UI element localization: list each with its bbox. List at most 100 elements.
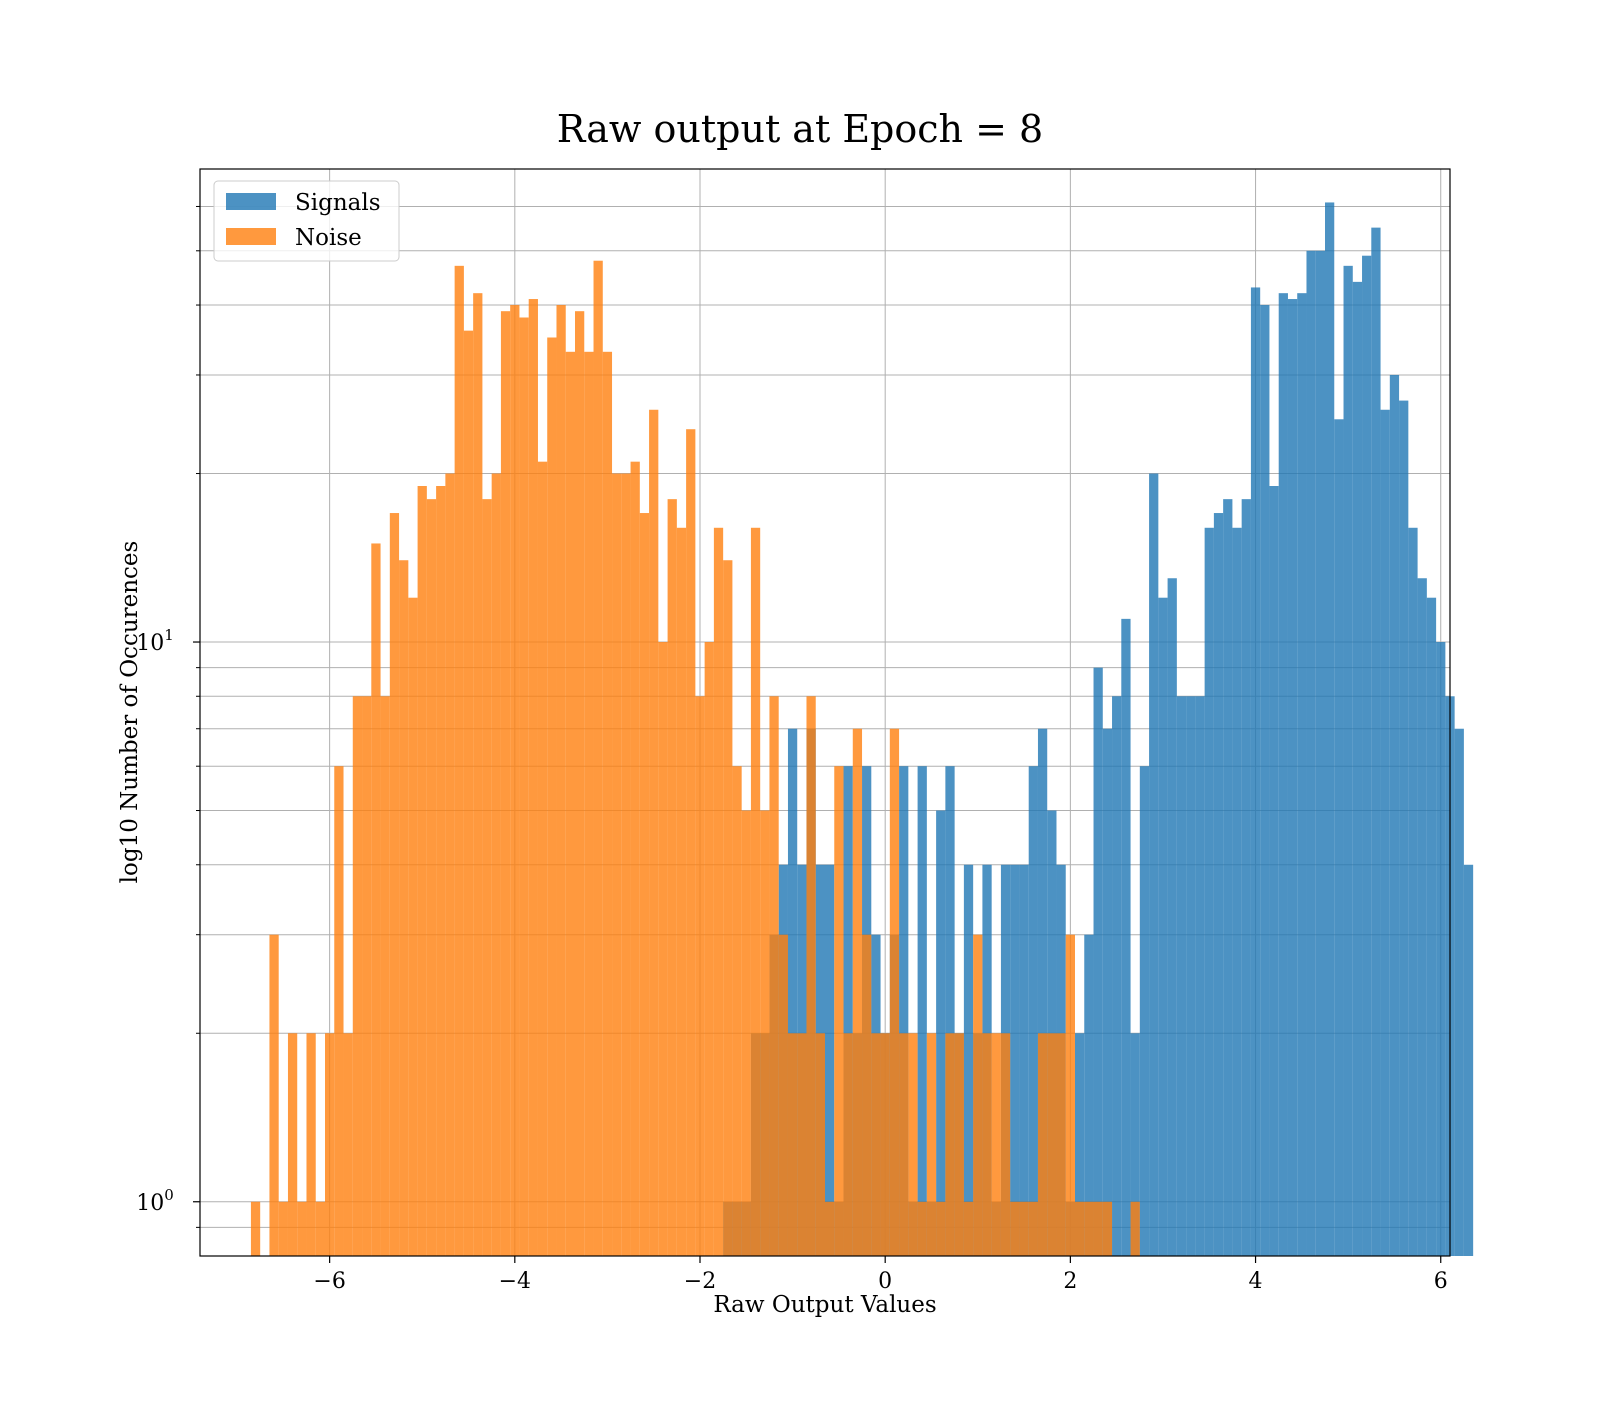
bar-signals [1102,728,1113,1256]
bar-noise [269,934,279,1256]
axis-ticks: −6 −4 −2 0 2 4 6 100 101 [136,205,1448,1294]
bar-signals [843,766,853,1256]
bar-signals [1287,299,1298,1256]
bar-signals [1269,485,1279,1256]
bar-signals [825,864,835,1256]
bar-noise [1084,1201,1094,1256]
y-tick-label: 101 [136,626,174,656]
bar-signals [1343,265,1353,1256]
bar-noise [482,499,492,1256]
bar-noise [1047,1033,1057,1256]
bar-noise [1000,1033,1011,1256]
legend-swatch-signals [226,193,276,210]
bar-noise [621,473,631,1257]
bar-noise [862,934,872,1256]
x-tick-label: −6 [313,1269,345,1294]
bar-signals [1362,255,1372,1257]
bar-noise [297,1201,307,1256]
bar-signals [1241,499,1251,1256]
bar-signals [1260,305,1270,1257]
bar-signals [1112,696,1122,1256]
bar-signals [1019,864,1029,1256]
bar-noise [491,473,501,1257]
bar-noise [917,1201,927,1256]
legend: Signals Noise [213,180,400,262]
bar-signals [936,810,946,1256]
y-axis-label: log10 Number of Occurences [117,541,143,884]
bar-signals [1408,527,1418,1256]
bar-noise [575,311,585,1256]
bar-noise [426,499,437,1256]
bar-noise [417,485,427,1256]
bar-noise [889,728,900,1256]
bar-signals [963,864,974,1256]
bar-noise [436,485,446,1256]
bar-signals [1371,227,1381,1256]
bar-signals [1334,419,1344,1256]
bar-noise [1102,1201,1113,1256]
bar-noise [945,1033,955,1256]
bar-signals [1158,597,1168,1256]
bar-noise [1093,1201,1103,1256]
bar-noise [343,1033,353,1256]
x-axis-label: Raw Output Values [713,1292,936,1318]
bar-noise [1028,1201,1038,1256]
bar-signals [1204,527,1214,1256]
x-tick-label: −2 [684,1269,716,1294]
x-tick-label: −4 [499,1269,531,1294]
bar-noise [908,1033,918,1256]
bar-noise [982,1033,992,1256]
bar-noise [760,810,770,1256]
bar-signals [1389,374,1400,1256]
bar-noise [612,473,622,1257]
bar-signals [899,766,909,1256]
bar-noise [899,1033,909,1256]
bar-signals [1010,864,1020,1256]
bar-noise [565,351,575,1256]
bar-noise [352,696,363,1256]
bar-signals [1195,696,1205,1256]
legend-swatch-noise [226,228,276,245]
bar-noise [528,299,538,1256]
bar-noise [408,597,418,1256]
bar-noise [399,560,409,1256]
bar-noise [380,696,390,1256]
bar-noise [880,1033,890,1256]
bars [250,202,1474,1257]
bar-noise [602,351,613,1256]
bar-noise [537,461,548,1256]
bar-noise [584,351,594,1256]
bar-noise [473,293,483,1256]
bar-noise [741,810,751,1256]
bar-noise [454,265,464,1256]
bar-noise [1075,1201,1085,1256]
bar-signals [1315,250,1325,1256]
bar-signals [1250,287,1261,1256]
bar-signals [1297,293,1307,1256]
bar-signals [1149,473,1159,1257]
bar-signals [1176,696,1187,1256]
bar-signals [1084,934,1094,1256]
bar-signals [1352,281,1363,1256]
bar-signals [1037,728,1048,1256]
bar-noise [787,1033,798,1256]
bar-signals [1454,728,1464,1256]
bar-signals [945,766,955,1256]
bar-noise [1019,1201,1029,1256]
bar-signals [1417,578,1427,1256]
bar-signals [1130,1033,1140,1256]
bar-noise [510,305,520,1257]
bar-noise [686,429,696,1256]
bar-signals [1306,250,1316,1256]
bar-noise [556,305,566,1257]
bar-noise [658,642,668,1256]
x-tick-label: 4 [1249,1269,1263,1294]
x-tick-label: 2 [1063,1269,1077,1294]
bar-noise [963,1201,974,1256]
bar-noise [973,934,983,1256]
bar-noise [1056,1033,1066,1256]
bar-noise [315,1201,325,1256]
bar-noise [639,513,650,1256]
bar-noise [871,1033,881,1256]
